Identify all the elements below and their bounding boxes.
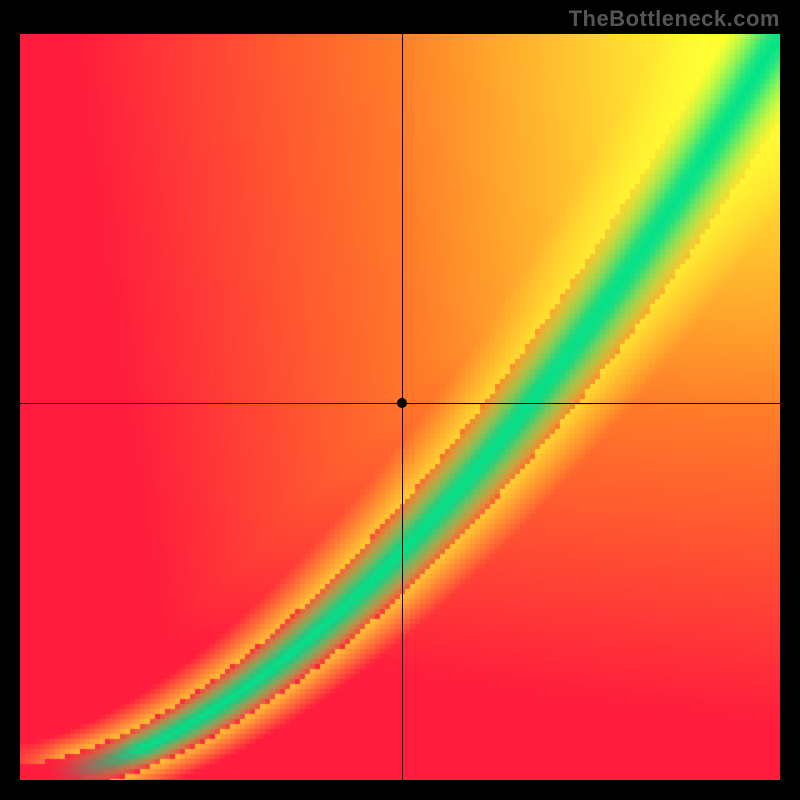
marker-dot <box>397 398 407 408</box>
bottleneck-heatmap <box>20 34 780 780</box>
watermark-text: TheBottleneck.com <box>569 6 780 32</box>
